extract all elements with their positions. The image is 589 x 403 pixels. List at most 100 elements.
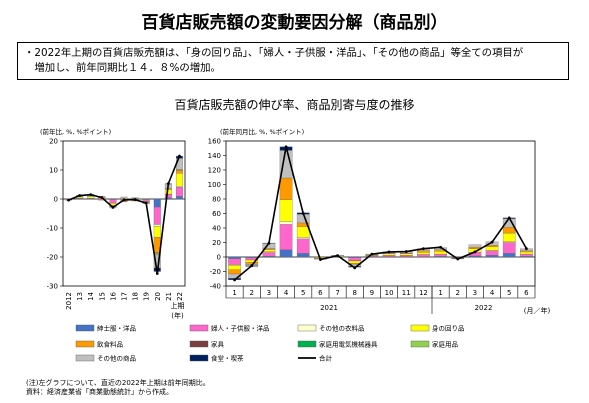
legend-label: 家具	[211, 340, 225, 349]
right-chart-xtick-label: 4	[490, 289, 495, 297]
left-chart-bar-segment	[120, 196, 128, 199]
left-chart-total-point	[67, 198, 70, 202]
left-chart-ytick-label: -30	[47, 283, 58, 291]
right-chart-bar-segment	[399, 253, 413, 256]
right-chart-ytick-label: 80	[212, 196, 221, 204]
legend-label: 合計	[319, 354, 333, 363]
left-chart-bar-segment	[87, 196, 95, 199]
right-chart-xtick-label: 1	[232, 289, 236, 297]
legend-label: 婦人・子供服・洋品	[211, 324, 270, 333]
right-chart-total-point	[336, 254, 339, 257]
right-chart-ytick-label: 160	[208, 138, 221, 146]
legend-swatch	[410, 340, 430, 348]
legend-swatch	[297, 340, 317, 348]
right-chart-xtick-label: 5	[507, 289, 511, 297]
legend-label: 家庭用電気機械器具	[319, 340, 378, 349]
left-chart-total-point	[144, 201, 148, 205]
right-chart-year-label: 2021	[320, 304, 338, 312]
right-chart-unit-label: (前年同月比, %, %ポイント)	[220, 128, 305, 136]
legend-swatch	[75, 340, 95, 348]
right-chart-bar-segment	[279, 199, 293, 222]
right-chart-bar-segment	[296, 237, 310, 240]
right-chart-bar-segment	[296, 238, 310, 254]
right-chart-ytick-label: 60	[212, 210, 221, 218]
legend-label: 食堂・喫茶	[211, 354, 244, 363]
right-chart-total-point	[404, 250, 408, 253]
right-chart-xtick-label: 3	[473, 289, 477, 297]
note-line-2: 資料：経済産業省「商業動態統計」から作成。	[26, 388, 173, 396]
left-chart-ytick-label: 10	[49, 167, 58, 175]
right-chart-bar-segment	[520, 251, 533, 255]
right-chart-bar-segment	[279, 224, 293, 250]
left-chart-xtick-label: 15	[98, 292, 106, 301]
summary-line-2: 増加し、前年同期比１４．８%の増加。	[24, 62, 221, 74]
right-chart-bar-segment	[279, 249, 293, 258]
legend-swatch	[410, 324, 430, 332]
left-chart-ytick-label: 0	[54, 196, 58, 204]
right-chart-bar-segment	[348, 260, 362, 264]
legend-label: 家庭用品	[432, 340, 458, 349]
left-chart-x-unit: (年)	[171, 311, 184, 320]
left-chart-total-point	[166, 182, 170, 186]
right-chart-bar-segment	[228, 258, 241, 265]
left-chart-x-end-label: 上期	[170, 301, 184, 310]
notes: (注)左グラフについて、直近の2022年上期は前年同期比。 資料：経済産業省「商…	[26, 379, 210, 397]
left-chart-total-point	[178, 154, 181, 158]
right-chart-total-point	[456, 257, 460, 261]
right-chart-xtick-label: 1	[438, 289, 442, 297]
left-chart-xtick-label: 18	[132, 292, 140, 301]
right-chart-xtick-label: 12	[419, 289, 428, 297]
right-chart-xtick-label: 4	[284, 289, 289, 297]
right-chart-bar-segment	[468, 244, 482, 248]
left-chart-total-point	[155, 272, 159, 275]
left-chart-ytick-label: 20	[49, 138, 58, 146]
right-chart-bar-segment	[485, 255, 499, 258]
right-chart-bar-segment	[296, 253, 310, 258]
legend-label: その他の商品	[97, 354, 136, 363]
legend-swatch	[297, 324, 317, 332]
right-chart-xtick-label: 7	[335, 289, 339, 297]
right-chart-xtick-label: 6	[318, 289, 323, 297]
right-chart-xtick-label: 9	[370, 289, 374, 297]
right-chart-total-point	[284, 145, 288, 149]
left-chart-xtick-label: 22	[176, 292, 184, 301]
right-chart-plot-frame	[225, 140, 536, 287]
right-chart-total-point	[370, 252, 374, 256]
right-chart-ytick-label: -40	[210, 283, 221, 291]
right-chart-ytick-label: -20	[210, 268, 221, 276]
right-chart-bar-segment	[502, 232, 516, 242]
right-chart-bar-segment	[279, 221, 293, 225]
left-chart-ytick-label: -20	[47, 254, 58, 262]
right-chart-bar-segment	[417, 254, 430, 257]
legend-label: 飲食料品	[97, 340, 123, 349]
right-chart-bar-segment	[520, 250, 533, 253]
left-chart-total-point	[111, 206, 115, 209]
right-chart-bar-segment	[245, 262, 259, 265]
right-chart-bar-segment	[502, 227, 516, 234]
left-chart-xtick-label: 14	[87, 291, 95, 300]
right-chart-total-point	[439, 245, 442, 249]
right-chart-bar-segment	[228, 256, 241, 259]
legend-swatch	[189, 354, 209, 362]
left-chart-bar-segment	[142, 199, 150, 202]
right-chart-total-point	[319, 258, 322, 261]
right-chart-total-point	[507, 216, 511, 220]
left-chart-bar-segment	[153, 198, 161, 208]
right-chart-ytick-label: 120	[208, 167, 221, 175]
left-chart-bar-segment	[175, 196, 183, 200]
right-chart-bar-segment	[468, 255, 482, 258]
right-chart-xtick-label: 5	[301, 289, 305, 297]
right-chart-bar-segment	[485, 245, 499, 247]
right-chart-ytick-label: 40	[212, 225, 221, 233]
right-chart-bar-segment	[399, 255, 413, 257]
left-chart-bar-segment	[175, 173, 183, 187]
left-chart-total-point	[78, 194, 82, 197]
left-chart-total-point	[133, 198, 137, 201]
right-chart-bar-segment	[502, 242, 516, 254]
right-chart-total-point	[387, 250, 391, 254]
right-chart-bar-segment	[417, 250, 430, 253]
right-chart-total-point	[525, 247, 528, 251]
right-chart-total-point	[250, 264, 254, 268]
legend-swatch	[189, 324, 209, 332]
right-chart-total-point	[490, 240, 494, 244]
